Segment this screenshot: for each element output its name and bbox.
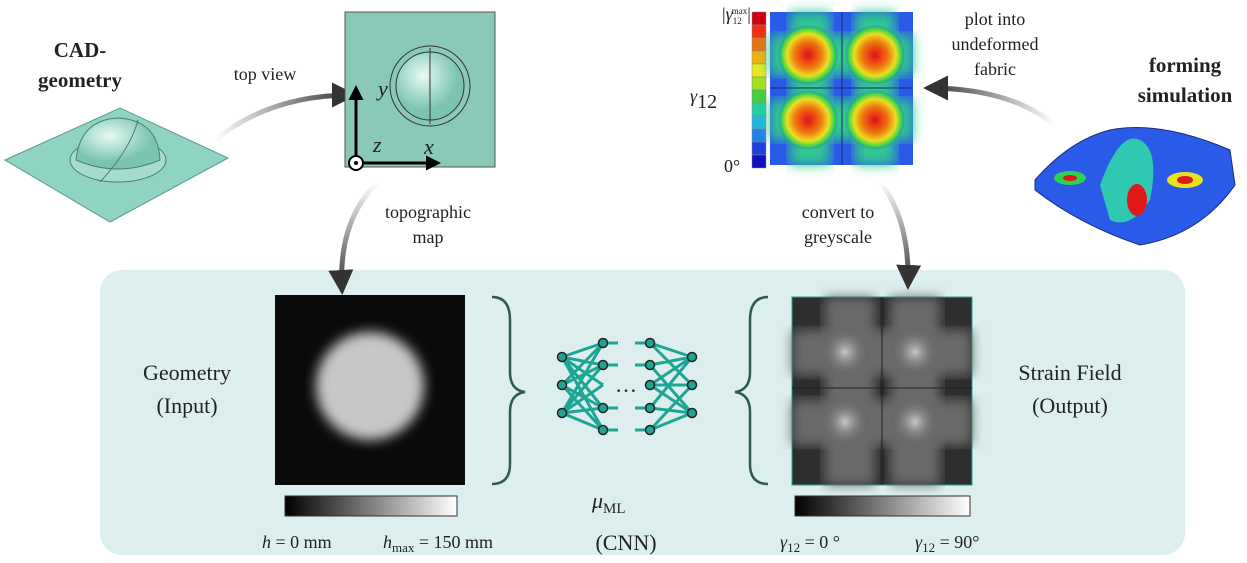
axis-label: y bbox=[376, 76, 388, 101]
step-label: map bbox=[413, 227, 444, 247]
cad-model bbox=[5, 108, 228, 222]
output-label: Strain Field bbox=[1018, 360, 1121, 385]
scale-min: 0° bbox=[724, 156, 740, 176]
axis-label: z bbox=[372, 132, 382, 157]
geometry-image bbox=[275, 295, 465, 485]
simulation-label: simulation bbox=[1138, 83, 1233, 107]
ellipsis: … bbox=[615, 372, 637, 397]
simulation-label: forming bbox=[1149, 53, 1222, 77]
step-label: topographic bbox=[385, 202, 471, 222]
model-name: (CNN) bbox=[595, 530, 656, 555]
cad-label: CAD- bbox=[54, 38, 107, 62]
scale-title: |γ12max| bbox=[722, 4, 751, 26]
input-label: (Input) bbox=[156, 393, 217, 418]
strain-color-plot bbox=[770, 12, 913, 165]
axis-label: x bbox=[423, 134, 434, 159]
input-label: Geometry bbox=[143, 360, 231, 385]
step-label: convert to bbox=[802, 202, 874, 222]
output-label: (Output) bbox=[1032, 393, 1108, 418]
forming-simulation bbox=[1035, 128, 1235, 246]
rainbow-colorbar bbox=[752, 12, 766, 168]
step-label: greyscale bbox=[804, 227, 872, 247]
top-view bbox=[345, 12, 495, 170]
step-label: plot into bbox=[965, 9, 1026, 29]
step-label: top view bbox=[234, 64, 297, 84]
arrow bbox=[928, 88, 1055, 125]
colorbar bbox=[795, 496, 970, 516]
step-label: undeformed bbox=[952, 34, 1039, 54]
scale-label: h = 0 mm bbox=[262, 532, 332, 552]
diagram: CAD- geometry top view y z x topographic… bbox=[0, 0, 1247, 563]
cad-label: geometry bbox=[38, 68, 122, 92]
strain-image bbox=[792, 297, 972, 485]
colorbar bbox=[285, 496, 457, 516]
arrow bbox=[880, 182, 908, 285]
strain-symbol: γ12 bbox=[690, 86, 717, 113]
step-label: fabric bbox=[974, 59, 1016, 79]
arrow bbox=[215, 95, 352, 140]
ml-panel bbox=[100, 270, 1185, 555]
